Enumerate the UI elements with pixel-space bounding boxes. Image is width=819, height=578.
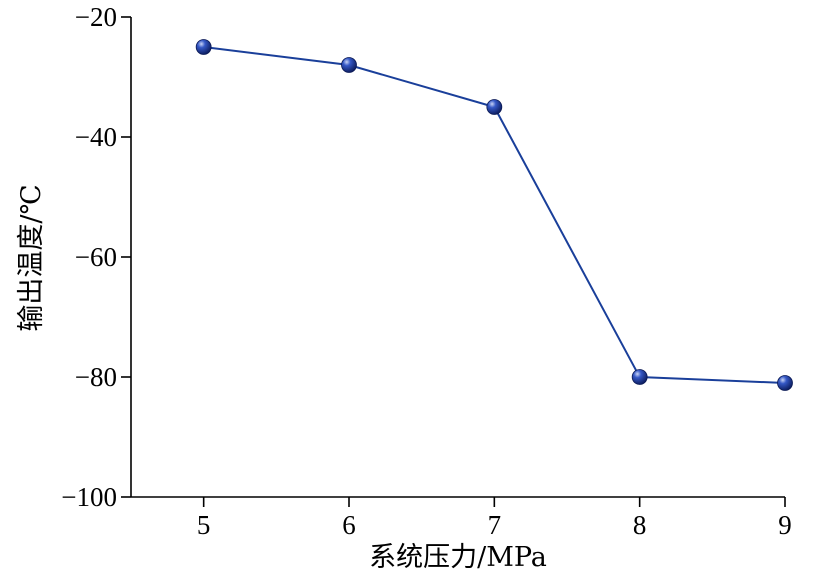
data-point [777, 375, 793, 391]
data-point [341, 57, 357, 73]
y-axis-title: 输出温度/℃ [16, 184, 47, 331]
y-ticks: −20 −40 −60 −80 −100 [61, 2, 131, 512]
x-ticks: 5 6 7 8 9 [197, 497, 792, 540]
y-tick-label: −40 [75, 122, 117, 152]
y-tick-label: −20 [75, 2, 117, 32]
x-tick-label: 5 [197, 510, 211, 540]
data-point [486, 99, 503, 115]
data-point [195, 39, 212, 55]
data-point [631, 369, 648, 385]
x-tick-label: 7 [488, 510, 502, 540]
x-tick-label: 9 [778, 510, 792, 540]
x-axis-title: 系统压力/MPa [369, 542, 547, 573]
series-line [203, 46, 786, 384]
y-tick-label: −100 [61, 482, 117, 512]
y-tick-label: −80 [75, 362, 117, 392]
y-tick-label: −60 [75, 242, 117, 272]
series-group [195, 39, 793, 391]
x-tick-label: 6 [342, 510, 356, 540]
axes [130, 17, 785, 498]
x-tick-label: 8 [633, 510, 647, 540]
